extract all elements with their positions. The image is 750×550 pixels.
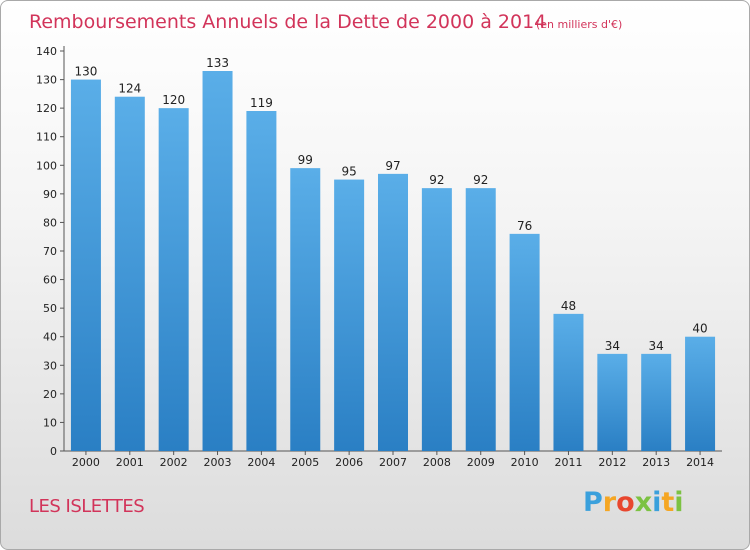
logo-letter: i [652, 487, 662, 518]
x-tick-label: 2003 [204, 456, 232, 469]
logo-letter: o [616, 487, 635, 518]
logo-letter: t [661, 487, 675, 518]
value-label-2013: 34 [649, 339, 664, 353]
x-tick-label: 2013 [642, 456, 670, 469]
town-name: LES ISLETTES [29, 496, 145, 517]
bar-2004 [246, 111, 277, 451]
x-tick-label: 2012 [598, 456, 626, 469]
proxiti-logo: Proxiti [583, 487, 684, 518]
value-label-2007: 97 [385, 159, 400, 173]
logo-letter: x [634, 487, 653, 518]
y-tick-label: 100 [36, 159, 57, 172]
y-tick-label: 70 [43, 245, 57, 258]
bar-2014 [685, 336, 716, 451]
x-tick-label: 2000 [72, 456, 100, 469]
y-tick-label: 110 [36, 131, 57, 144]
y-tick-label: 50 [43, 302, 57, 315]
x-ticks: 2000 2001 2002 2003 2004 2005 2006 2007 2008 2009… [72, 451, 714, 469]
x-tick-label: 2009 [467, 456, 495, 469]
bar-2002 [158, 108, 189, 452]
bar-2000 [70, 79, 101, 452]
bar-2003 [202, 71, 233, 451]
y-tick-label: 20 [43, 388, 57, 401]
value-label-2003: 133 [206, 56, 229, 70]
x-tick-label: 2008 [423, 456, 451, 469]
x-tick-label: 2001 [116, 456, 144, 469]
x-tick-label: 2004 [247, 456, 275, 469]
value-label-2014: 40 [692, 322, 707, 336]
y-tick-label: 60 [43, 274, 57, 287]
logo-letter: P [583, 487, 603, 518]
value-label-2008: 92 [429, 173, 444, 187]
value-label-2005: 99 [298, 153, 313, 167]
x-tick-label: 2011 [554, 456, 582, 469]
chart-subtitle: (en milliers d'€) [536, 18, 622, 31]
y-tick-label: 140 [36, 45, 57, 58]
bar-2011 [553, 313, 584, 451]
x-tick-label: 2014 [686, 456, 714, 469]
chart-title: Remboursements Annuels de la Dette de 20… [29, 11, 546, 33]
logo-letter: r [602, 487, 617, 518]
y-tick-label: 90 [43, 188, 57, 201]
y-tick-label: 120 [36, 102, 57, 115]
value-label-2010: 76 [517, 219, 532, 233]
value-label-2004: 119 [250, 96, 273, 110]
x-tick-label: 2010 [511, 456, 539, 469]
x-tick-label: 2005 [291, 456, 319, 469]
bar-2007 [378, 173, 408, 451]
bars [70, 71, 716, 452]
x-tick-label: 2006 [335, 456, 363, 469]
y-ticks: 0 10 20 30 40 50 60 70 80 90 100 110 120 130 140 [36, 45, 64, 458]
value-label-2009: 92 [473, 173, 488, 187]
bar-2013 [641, 353, 672, 451]
x-tick-label: 2007 [379, 456, 407, 469]
y-tick-label: 130 [36, 74, 57, 87]
logo-letter: i [674, 487, 684, 518]
value-label-2012: 34 [605, 339, 620, 353]
bar-2009 [465, 188, 496, 451]
value-label-2000: 130 [74, 65, 97, 79]
y-tick-label: 10 [43, 416, 57, 429]
y-tick-label: 0 [50, 445, 57, 458]
bar-2010 [509, 233, 540, 451]
bar-2006 [334, 179, 365, 452]
bar-2001 [114, 96, 145, 451]
value-label-2002: 120 [162, 93, 185, 107]
y-tick-label: 40 [43, 331, 57, 344]
value-label-2006: 95 [341, 165, 356, 179]
bar-2008 [421, 188, 452, 451]
value-labels: 130 124 120 133 119 99 95 97 92 92 76 48 34 34 40 [74, 56, 707, 353]
y-tick-label: 30 [43, 359, 57, 372]
y-tick-label: 80 [43, 216, 57, 229]
value-label-2001: 124 [118, 82, 141, 96]
bar-2012 [597, 353, 628, 451]
bar-2005 [290, 168, 321, 451]
x-tick-label: 2002 [160, 456, 188, 469]
value-label-2011: 48 [561, 299, 576, 313]
